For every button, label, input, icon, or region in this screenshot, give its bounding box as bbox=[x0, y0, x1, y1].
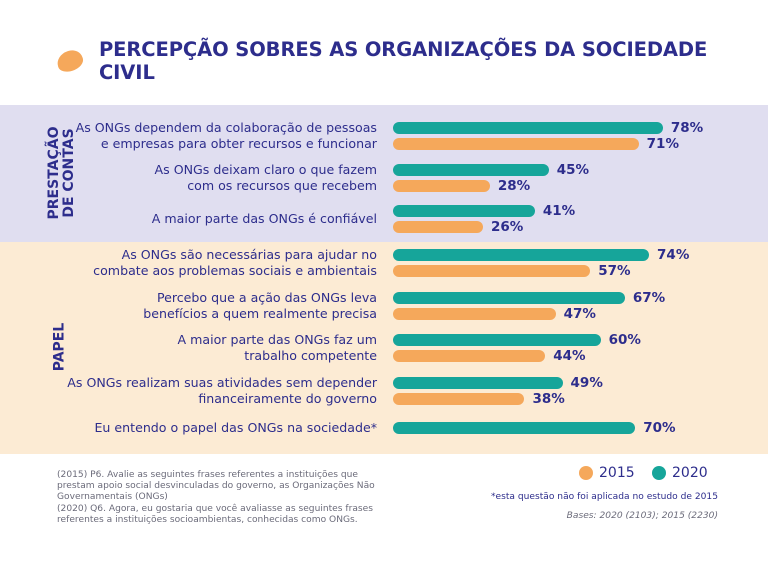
statement-line: e empresas para obter recursos e funcion… bbox=[100, 136, 377, 151]
legend-label-2020: 2020 bbox=[672, 465, 708, 481]
bar-2020 bbox=[393, 292, 625, 304]
value-label-2015: 28% bbox=[497, 178, 531, 194]
chart-title: PERCEPÇÃO SOBRES AS ORGANIZAÇÕES DA SOCI… bbox=[98, 38, 708, 84]
legend-item-2020: 2020 bbox=[652, 462, 708, 484]
statement-label: Eu entendo o papel das ONGs na sociedade… bbox=[47, 420, 377, 436]
footnote: *esta questão não foi aplicada no estudo… bbox=[490, 492, 718, 502]
bar-2020 bbox=[393, 422, 636, 434]
value-label-2020: 41% bbox=[542, 203, 576, 219]
value-label-2015: 26% bbox=[490, 219, 524, 235]
legend-item-2015: 2015 bbox=[579, 462, 635, 484]
bar-2015 bbox=[393, 265, 591, 277]
statement-label: As ONGs dependem da colaboração de pesso… bbox=[47, 120, 377, 152]
statement-line: trabalho competente bbox=[244, 348, 377, 363]
note-line: (2020) Q6. Agora, eu gostaria que você a… bbox=[57, 503, 373, 514]
statement-label: Percebo que a ação das ONGs leva benefíci… bbox=[47, 290, 377, 322]
statement-label: A maior parte das ONGs faz um trabalho co… bbox=[47, 332, 377, 364]
value-label-2020: 60% bbox=[608, 332, 641, 348]
value-label-2015: 38% bbox=[532, 391, 565, 407]
statement-line: As ONGs realizam suas atividades sem dep… bbox=[67, 375, 377, 390]
value-label-2020: 70% bbox=[643, 420, 676, 436]
value-label-2015: 71% bbox=[646, 136, 679, 152]
bar-2020 bbox=[393, 205, 535, 217]
bar-2015 bbox=[393, 138, 639, 150]
legend-swatch-2020 bbox=[652, 466, 666, 480]
value-label-2015: 57% bbox=[598, 263, 631, 279]
bar-2015 bbox=[393, 221, 483, 233]
statement-line: combate aos problemas sociais e ambienta… bbox=[93, 263, 377, 278]
statement-line: A maior parte das ONGs é confiável bbox=[151, 211, 377, 226]
statement-line: financeiramente do governo bbox=[198, 391, 377, 406]
value-label-2015: 44% bbox=[553, 348, 586, 364]
note-line: (2015) P6. Avalie as seguintes frases re… bbox=[57, 470, 358, 480]
methodology-note: (2015) P6. Avalie as seguintes frases re… bbox=[57, 470, 387, 526]
statement-line: As ONGs dependem da colaboração de pesso… bbox=[75, 120, 377, 135]
statement-label: A maior parte das ONGs é confiável bbox=[47, 211, 377, 227]
title-blob-icon bbox=[54, 47, 86, 75]
legend-label-2015: 2015 bbox=[599, 465, 635, 481]
statement-line: Percebo que a ação das ONGs leva bbox=[156, 290, 377, 305]
statement-label: As ONGs realizam suas atividades sem dep… bbox=[47, 375, 377, 407]
bar-2015 bbox=[393, 180, 490, 192]
value-label-2015: 47% bbox=[563, 306, 596, 322]
value-label-2020: 78% bbox=[670, 120, 704, 136]
legend-swatch-2015 bbox=[579, 466, 593, 480]
statement-line: As ONGs deixam claro o que fazem bbox=[154, 162, 377, 177]
note-line: prestam apoio social desvinculadas do go… bbox=[57, 481, 375, 492]
value-label-2020: 67% bbox=[632, 290, 666, 306]
statement-line: Eu entendo o papel das ONGs na sociedade… bbox=[94, 420, 377, 435]
note-line: referentes a instituições socioambientas… bbox=[57, 514, 358, 525]
note-line: Governamentais (ONGs) bbox=[57, 492, 168, 503]
bar-2015 bbox=[393, 308, 556, 320]
bar-2015 bbox=[393, 393, 525, 405]
bar-2020 bbox=[393, 122, 663, 134]
group-band-papel bbox=[0, 242, 768, 454]
statement-label: As ONGs são necessárias para ajudar no co… bbox=[47, 247, 377, 279]
title-row: PERCEPÇÃO SOBRES AS ORGANIZAÇÕES DA SOCI… bbox=[54, 38, 768, 84]
value-label-2020: 74% bbox=[657, 247, 690, 263]
value-label-2020: 49% bbox=[570, 375, 603, 391]
statement-line: As ONGs são necessárias para ajudar no bbox=[121, 247, 377, 262]
statement-line: A maior parte das ONGs faz um bbox=[177, 332, 377, 347]
statement-line: benefícios a quem realmente precisa bbox=[143, 306, 377, 321]
sample-bases: Bases: 2020 (2103); 2015 (2230) bbox=[566, 511, 718, 521]
bar-2015 bbox=[393, 350, 546, 362]
bar-2020 bbox=[393, 249, 650, 261]
statement-label: As ONGs deixam claro o que fazem com os r… bbox=[47, 162, 377, 194]
value-label-2020: 45% bbox=[556, 162, 590, 178]
bar-2020 bbox=[393, 377, 563, 389]
bar-2020 bbox=[393, 164, 549, 176]
statement-line: com os recursos que recebem bbox=[187, 178, 377, 193]
bar-2020 bbox=[393, 334, 601, 346]
